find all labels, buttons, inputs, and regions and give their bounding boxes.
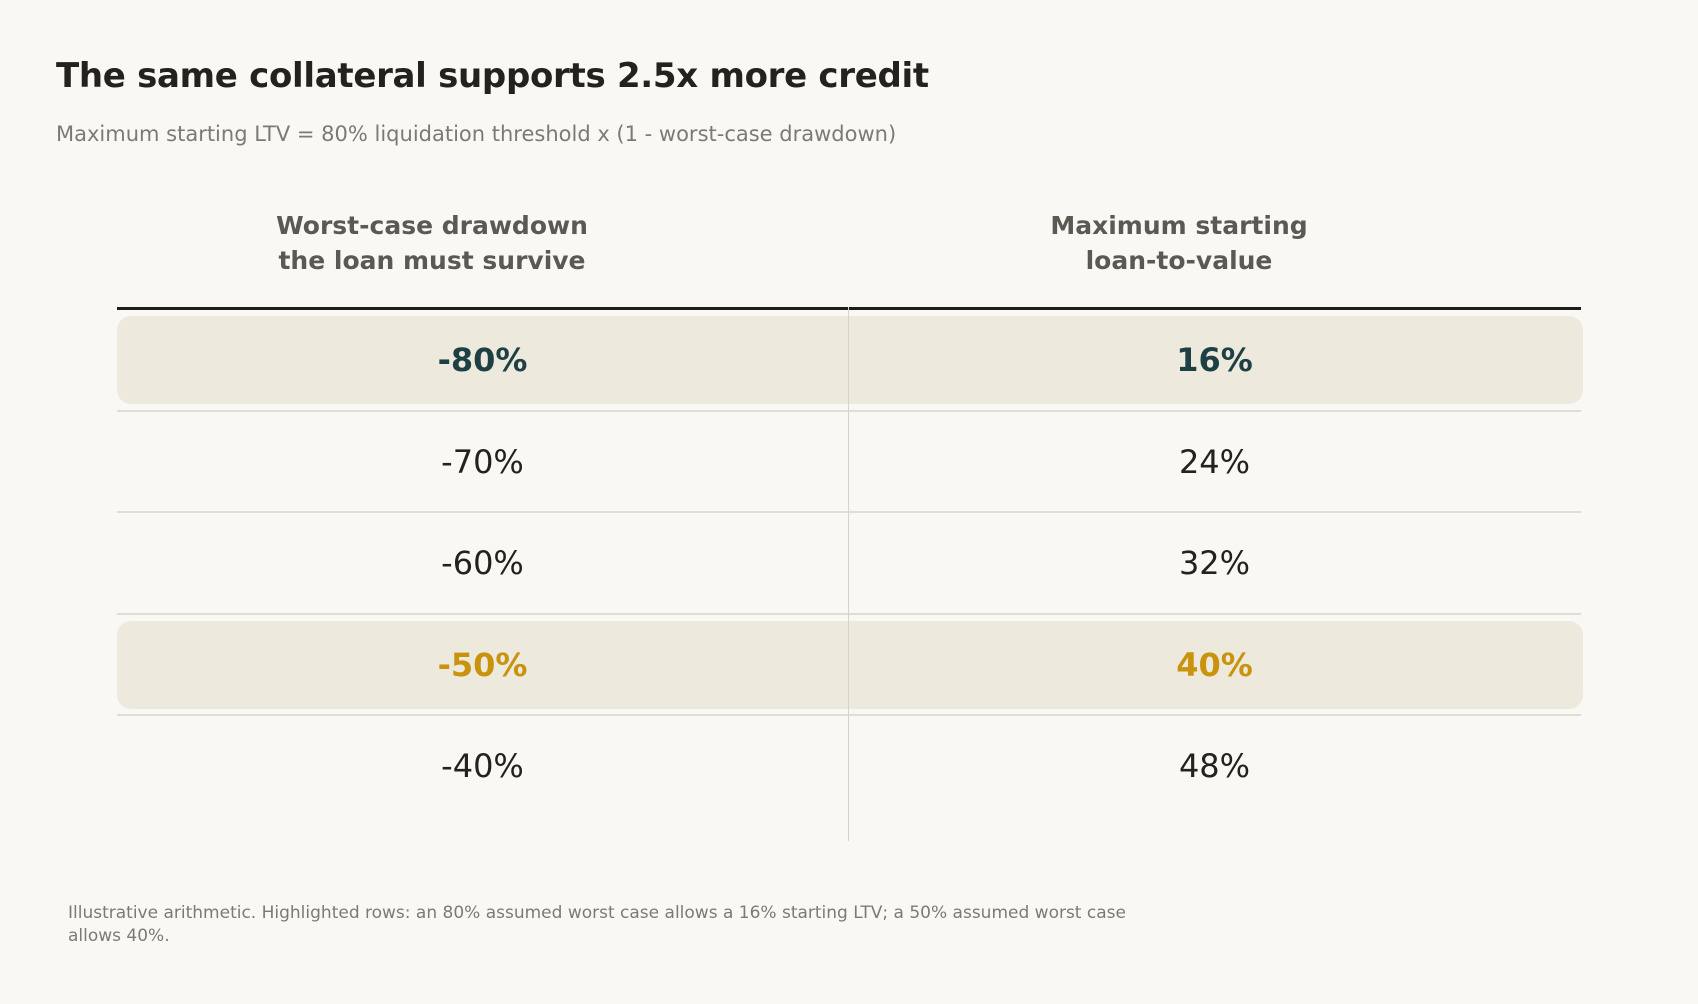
ltv-cell: 16% — [1176, 341, 1253, 379]
column-header-drawdown-line-2: the loan must survive — [278, 246, 586, 275]
ltv-cell: 24% — [1178, 442, 1251, 481]
drawdown-cell: -40% — [441, 747, 524, 785]
column-divider — [848, 307, 849, 841]
table-row: -50% 40% — [117, 615, 1583, 716]
drawdown-cell: -50% — [437, 645, 528, 684]
ltv-table: Worst-case drawdown the loan must surviv… — [117, 200, 1583, 841]
table-row: -80% 16% — [117, 310, 1583, 412]
table-body: -80% 16% -70% 24% -60% 32% -50% 40% -40% 48% — [117, 310, 1583, 818]
ltv-cell: 32% — [1178, 544, 1251, 582]
table-row: -60% 32% — [117, 513, 1581, 615]
ltv-cell: 48% — [1178, 747, 1251, 785]
drawdown-cell: -70% — [441, 442, 524, 481]
row-highlight-background — [117, 316, 1583, 404]
drawdown-cell: -80% — [437, 341, 528, 379]
row-rule — [117, 409, 1581, 412]
column-header-ltv-line-1: Maximum starting — [1050, 211, 1308, 240]
row-rule — [117, 511, 1581, 513]
column-header-ltv: Maximum starting loan-to-value — [879, 208, 1479, 278]
table-row: -40% 48% — [117, 716, 1581, 818]
row-rule — [117, 612, 1581, 615]
row-highlight-background — [117, 620, 1583, 709]
column-header-drawdown-line-1: Worst-case drawdown — [276, 211, 588, 240]
ltv-cell: 40% — [1176, 645, 1253, 684]
chart-subtitle: Maximum starting LTV = 80% liquidation t… — [56, 122, 897, 146]
drawdown-cell: -60% — [441, 544, 524, 582]
header-rule — [117, 307, 1581, 310]
row-rule — [117, 714, 1581, 716]
footnote: Illustrative arithmetic. Highlighted row… — [68, 903, 1126, 946]
column-header-drawdown: Worst-case drawdown the loan must surviv… — [132, 208, 732, 278]
chart-title: The same collateral supports 2.5x more c… — [56, 56, 929, 96]
column-header-ltv-line-2: loan-to-value — [1085, 246, 1273, 275]
table-row: -70% 24% — [117, 412, 1581, 513]
